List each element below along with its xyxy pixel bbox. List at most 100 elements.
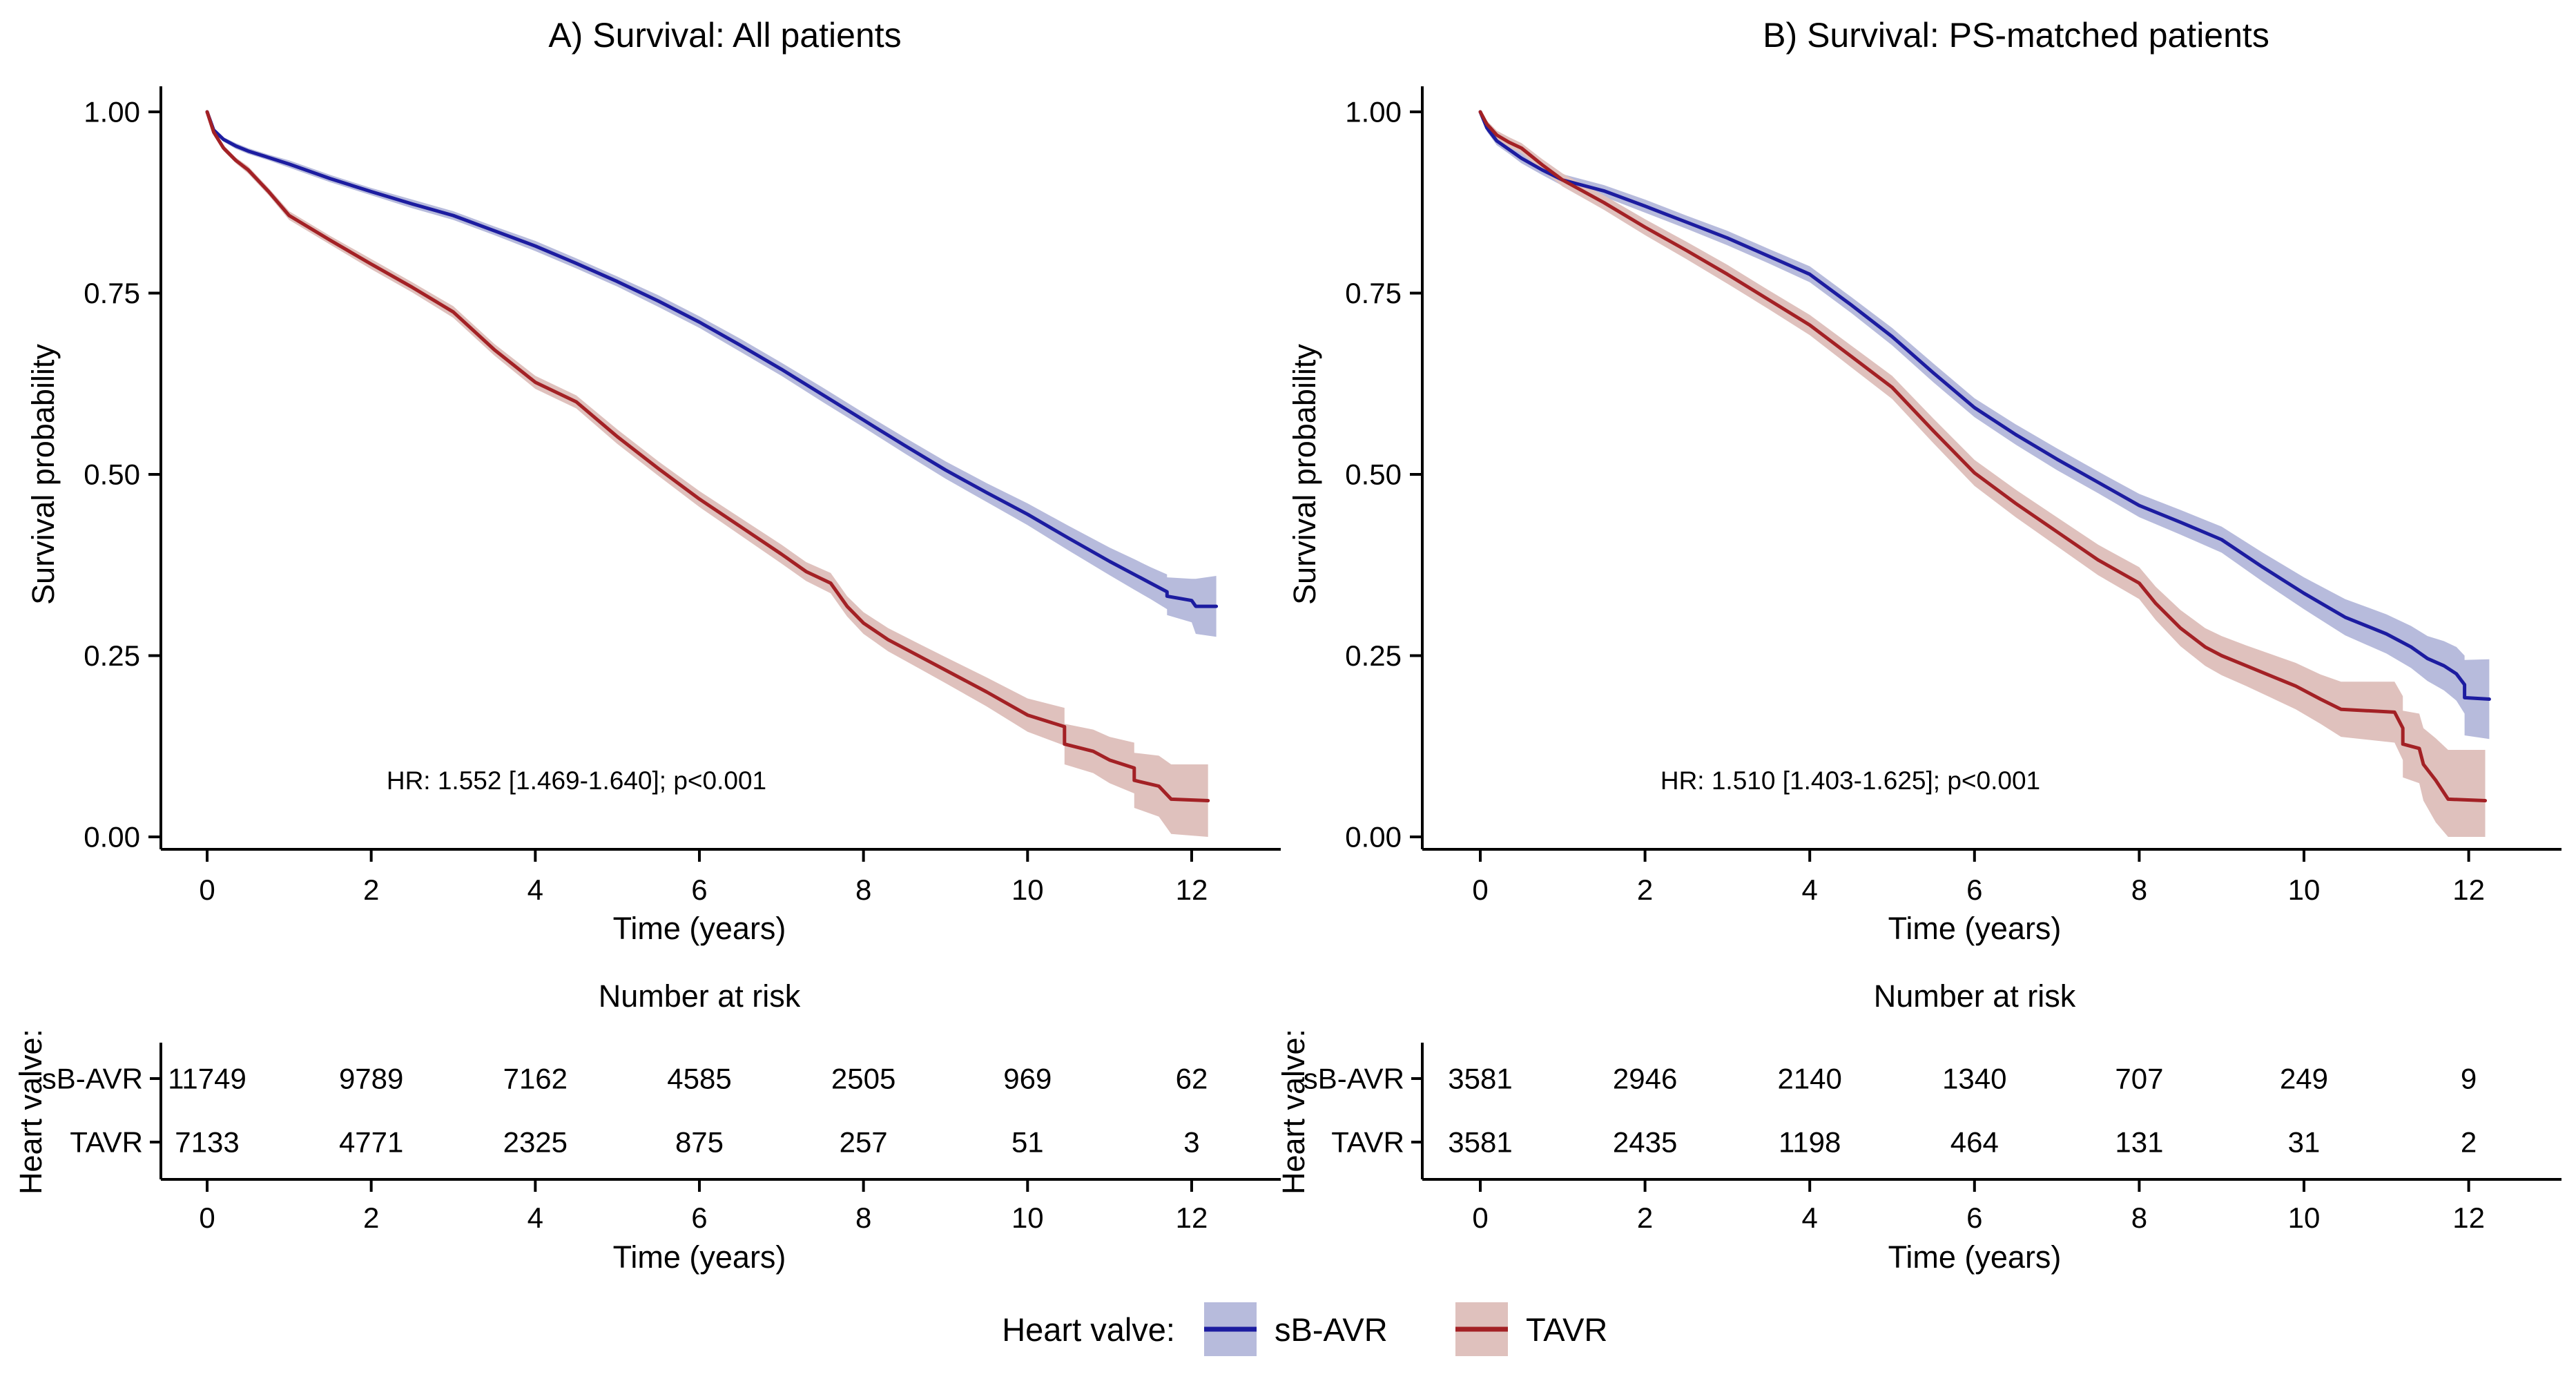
risk-count: 875 (675, 1126, 724, 1159)
risk-row-label: sB-AVR (1304, 1063, 1404, 1095)
x-tick-label: 12 (1176, 873, 1208, 906)
risk-count: 1198 (1779, 1126, 1841, 1159)
risk-count: 2946 (1613, 1063, 1677, 1095)
risk-count: 2 (2461, 1126, 2477, 1159)
panel-b-title: B) Survival: PS-matched patients (1763, 16, 2269, 55)
risk-count: 707 (2115, 1063, 2163, 1095)
risk-count: 31 (2288, 1126, 2321, 1159)
legend: Heart valve: sB-AVR TAVR (1002, 1302, 1607, 1356)
risk-x-tick-label: 10 (2288, 1201, 2321, 1234)
risk-row-label: sB-AVR (42, 1063, 143, 1095)
x-tick-label: 8 (855, 873, 871, 906)
panel-a-x-axis-title: Time (years) (613, 911, 786, 946)
survival-curve-sb-avr (205, 110, 1219, 608)
survival-curve-tavr (1478, 110, 2487, 802)
risk-x-tick-label: 12 (2452, 1201, 2485, 1234)
risk-x-tick-label: 10 (1011, 1201, 1044, 1234)
x-tick-label: 2 (363, 873, 379, 906)
risk-x-tick-label: 0 (199, 1201, 215, 1234)
panel-a: 1.00 0.75 0.50 0.25 0.00 0 2 4 6 8 10 12 sB-AVR 11749… (42, 86, 1281, 1234)
chart-panels: 1.00 0.75 0.50 0.25 0.00 0 2 4 6 8 10 12 sB-AVR 11749… (42, 86, 2562, 1234)
ci-band-tavr (1480, 112, 2486, 837)
risk-x-tick-label: 4 (1802, 1201, 1818, 1234)
risk-count: 3581 (1448, 1126, 1512, 1159)
risk-count: 62 (1176, 1063, 1208, 1095)
risk-count: 3581 (1448, 1063, 1512, 1095)
risk-count: 9 (2461, 1063, 2477, 1095)
risk-x-tick-label: 6 (1966, 1201, 1982, 1234)
x-tick-label: 12 (2452, 873, 2485, 906)
risk-count: 7162 (503, 1063, 568, 1095)
panel-a-risk-table-x-title: Time (years) (613, 1239, 786, 1275)
risk-count: 2435 (1613, 1126, 1677, 1159)
panel-b-hr-annotation: HR: 1.510 [1.403-1.625]; p<0.001 (1660, 766, 2040, 795)
risk-count: 2505 (831, 1063, 895, 1095)
risk-count: 7133 (175, 1126, 239, 1159)
legend-label: Heart valve: (1002, 1311, 1175, 1348)
risk-count: 969 (1003, 1063, 1052, 1095)
risk-count: 51 (1011, 1126, 1044, 1159)
y-tick-label: 1.00 (84, 96, 140, 128)
risk-count: 1340 (1942, 1063, 2006, 1095)
y-tick-label: 0.25 (1345, 639, 1402, 672)
x-tick-label: 10 (1011, 873, 1044, 906)
ci-band-sb-avr (207, 112, 1217, 637)
panel-b-y-axis-title: Survival probability (1287, 344, 1322, 605)
y-tick-label: 0.50 (1345, 458, 1402, 491)
risk-count: 257 (840, 1126, 888, 1159)
legend-item-sb-avr: sB-AVR (1275, 1311, 1388, 1348)
legend-item-tavr: TAVR (1526, 1311, 1607, 1348)
x-tick-label: 0 (199, 873, 215, 906)
risk-count: 4585 (667, 1063, 731, 1095)
risk-count: 464 (1950, 1126, 1999, 1159)
risk-count: 9789 (339, 1063, 403, 1095)
x-tick-label: 4 (527, 873, 543, 906)
panel-b-x-axis-title: Time (years) (1888, 911, 2062, 946)
risk-count: 2325 (503, 1126, 568, 1159)
x-tick-label: 6 (1966, 873, 1982, 906)
risk-x-tick-label: 2 (363, 1201, 379, 1234)
panel-a-risk-table-title: Number at risk (599, 978, 801, 1014)
risk-count: 249 (2280, 1063, 2328, 1095)
y-tick-label: 1.00 (1345, 96, 1402, 128)
panel-b: 1.00 0.75 0.50 0.25 0.00 0 2 4 6 8 10 12 sB-AVR 3581 2… (1304, 86, 2562, 1234)
survival-curve-tavr (205, 110, 1210, 802)
risk-x-tick-label: 12 (1176, 1201, 1208, 1234)
risk-x-tick-label: 6 (691, 1201, 707, 1234)
risk-count: 11749 (168, 1063, 246, 1095)
risk-x-tick-label: 2 (1637, 1201, 1653, 1234)
risk-x-tick-label: 8 (2131, 1201, 2147, 1234)
ci-band-tavr (207, 112, 1208, 837)
panel-b-risk-table-x-title: Time (years) (1888, 1239, 2062, 1275)
survival-curve-sb-avr (1478, 110, 2491, 701)
y-tick-label: 0.00 (84, 821, 140, 853)
panel-a-risk-table-y-title: Heart valve: (13, 1029, 48, 1195)
x-tick-label: 0 (1472, 873, 1488, 906)
ci-band-sb-avr (1480, 112, 2490, 740)
panel-b-risk-table-title: Number at risk (1874, 978, 2076, 1014)
risk-count: 131 (2115, 1126, 2163, 1159)
x-tick-label: 6 (691, 873, 707, 906)
y-tick-label: 0.00 (1345, 821, 1402, 853)
y-tick-label: 0.75 (1345, 277, 1402, 309)
risk-x-tick-label: 8 (855, 1201, 871, 1234)
y-tick-label: 0.25 (84, 639, 140, 672)
risk-count: 4771 (339, 1126, 403, 1159)
panel-b-risk-table-y-title: Heart valve: (1276, 1029, 1311, 1195)
panel-a-hr-annotation: HR: 1.552 [1.469-1.640]; p<0.001 (387, 766, 766, 795)
risk-count: 2140 (1777, 1063, 1841, 1095)
y-tick-label: 0.75 (84, 277, 140, 309)
panel-a-title: A) Survival: All patients (548, 16, 901, 55)
x-tick-label: 4 (1802, 873, 1818, 906)
x-tick-label: 2 (1637, 873, 1653, 906)
x-tick-label: 8 (2131, 873, 2147, 906)
y-tick-label: 0.50 (84, 458, 140, 491)
panel-a-y-axis-title: Survival probability (26, 344, 61, 605)
risk-x-tick-label: 0 (1472, 1201, 1488, 1234)
risk-row-label: TAVR (70, 1126, 143, 1159)
risk-count: 3 (1183, 1126, 1199, 1159)
risk-x-tick-label: 4 (527, 1201, 543, 1234)
risk-row-label: TAVR (1331, 1126, 1404, 1159)
x-tick-label: 10 (2288, 873, 2321, 906)
